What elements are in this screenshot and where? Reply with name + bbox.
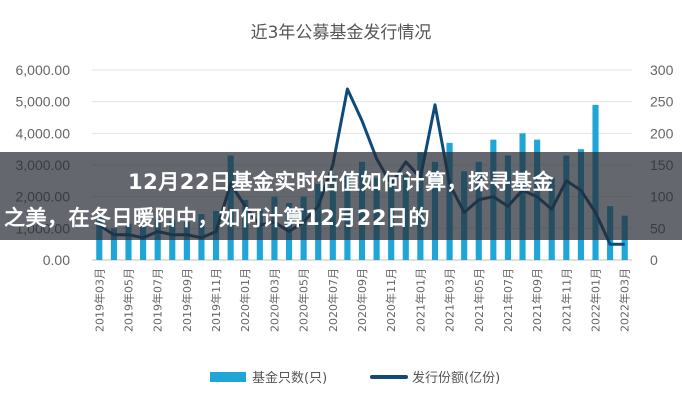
x-axis-tick-label: 2020年03月: [267, 268, 281, 332]
bar: [140, 226, 147, 260]
x-axis-tick-label: 2019年07月: [151, 268, 165, 332]
legend-label-bars: 基金只数(只): [252, 370, 327, 386]
x-axis-tick-label: 2021年07月: [501, 268, 515, 332]
left-axis-tick-label: 6,000.00: [16, 62, 71, 78]
left-axis-tick-label: 4,000.00: [16, 125, 71, 141]
x-axis-tick-label: 2022年01月: [589, 268, 603, 332]
x-axis-tick-label: 2020年05月: [297, 268, 311, 332]
x-axis-tick-label: 2021年11月: [559, 268, 573, 332]
x-axis-tick-label: 2020年07月: [326, 268, 340, 332]
x-axis-tick-label: 2021年03月: [443, 268, 457, 332]
left-axis-tick-label: 5,000.00: [16, 94, 71, 110]
x-axis-tick-label: 2019年03月: [92, 268, 106, 332]
right-axis-tick-label: 0: [650, 252, 658, 268]
x-axis-tick-label: 2021年05月: [472, 268, 486, 332]
x-axis-tick-label: 2021年01月: [413, 268, 427, 332]
right-axis-tick-label: 200: [650, 125, 674, 141]
bar: [169, 220, 176, 260]
bar: [183, 222, 190, 260]
bar: [125, 223, 132, 260]
x-axis-tick-label: 2020年01月: [238, 268, 252, 332]
legend-label-line: 发行份额(亿份): [412, 370, 500, 386]
x-axis-tick-label: 2020年11月: [384, 268, 398, 332]
x-axis-tick-label: 2020年09月: [355, 268, 369, 332]
chart-title: 近3年公募基金发行情况: [251, 23, 432, 43]
x-axis-tick-label: 2019年09月: [180, 268, 194, 332]
legend-swatch-bars: [210, 372, 246, 382]
x-axis-tick-label: 2022年03月: [618, 268, 632, 332]
headline-line-1: 12月22日基金实时估值如何计算，探寻基金: [128, 170, 554, 194]
right-axis-tick-label: 300: [650, 62, 674, 78]
right-axis-tick-label: 250: [650, 94, 674, 110]
headline-line-2: 之美，在冬日暖阳中，如何计算12月22日的: [4, 206, 430, 230]
x-axis-tick-label: 2021年09月: [530, 268, 544, 332]
headline-overlay: 12月22日基金实时估值如何计算，探寻基金 之美，在冬日暖阳中，如何计算12月2…: [0, 152, 682, 240]
left-axis-tick-label: 0.00: [43, 252, 70, 268]
bar: [110, 228, 117, 260]
x-axis-tick-label: 2019年11月: [209, 268, 223, 332]
x-axis-tick-label: 2019年05月: [121, 268, 135, 332]
